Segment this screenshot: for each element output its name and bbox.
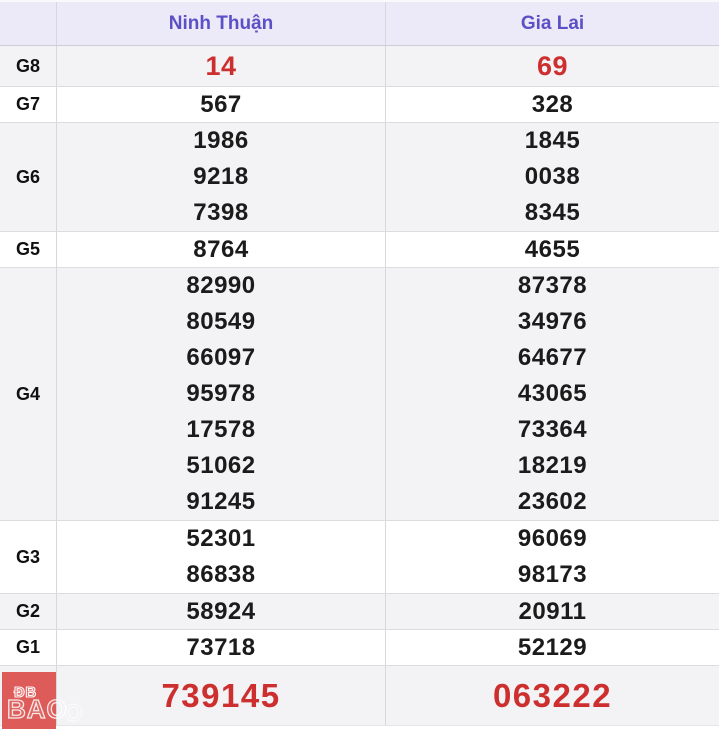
prize-number: 51062 [186,452,256,479]
prize-row-g6: G6 1986 9218 7398 1845 0038 8345 [0,123,719,232]
prize-cell-ninh-thuan: 52301 86838 [57,521,385,593]
prize-label [0,666,57,725]
prize-number: 87378 [517,272,588,299]
prize-cell-gia-lai: 96069 98173 [385,521,719,593]
prize-label: G1 [0,630,57,665]
prize-cell-ninh-thuan: 1986 9218 7398 [57,123,385,231]
prize-number: 58924 [186,597,256,625]
prize-number: 0038 [524,163,581,190]
prize-number: 69 [536,50,569,81]
prize-number: 64677 [517,344,588,371]
prize-label: G5 [0,232,57,267]
prize-cell-ninh-thuan: 8764 [57,232,385,267]
prize-cell-ninh-thuan: 82990 80549 66097 95978 17578 51062 91245 [57,268,385,520]
prize-cell-gia-lai: 063222 [385,666,719,725]
prize-number: 4655 [524,235,581,263]
prize-number: 1986 [193,127,249,154]
prize-label: G7 [0,87,57,122]
prize-number: 52301 [186,525,256,552]
prize-number: 8345 [524,199,581,226]
prize-number: 98173 [517,561,588,588]
prize-number: 80549 [186,308,256,335]
prize-number: 7398 [193,199,249,226]
prize-number: 66097 [186,344,256,371]
prize-number: 328 [531,90,574,118]
watermark-logo: ĐB BAO O [2,672,83,729]
prize-cell-ninh-thuan: 14 [57,46,385,86]
prize-cell-gia-lai: 20911 [385,594,719,629]
prize-number: 73718 [186,633,256,661]
prize-number: 23602 [517,488,588,515]
prize-label: G3 [0,521,57,593]
prize-row-g2: G2 58924 20911 [0,594,719,630]
prize-cell-ninh-thuan: 73718 [57,630,385,665]
prize-number: 567 [200,90,242,118]
prize-number: 8764 [193,235,249,263]
prize-number: 82990 [186,272,256,299]
prize-cell-ninh-thuan: 739145 [57,666,385,725]
prize-number: 063222 [492,676,613,714]
prize-number: 34976 [517,308,588,335]
prize-number: 73364 [517,416,588,443]
prize-cell-gia-lai: 4655 [385,232,719,267]
prize-row-db: 739145 063222 [0,666,719,726]
prize-cell-gia-lai: 328 [385,87,719,122]
prize-number: 9218 [193,163,249,190]
watermark-text-line2: BAO [6,693,68,724]
prize-label: G6 [0,123,57,231]
prize-number: 86838 [186,561,256,588]
prize-label: G2 [0,594,57,629]
prize-number: 739145 [161,676,281,714]
header-province-ninh-thuan: Ninh Thuận [168,12,274,34]
prize-row-g8: G8 14 69 [0,46,719,87]
prize-row-g5: G5 8764 4655 [0,232,719,268]
prize-cell-ninh-thuan: 567 [57,87,385,122]
prize-number: 1845 [524,127,581,154]
prize-number: 43065 [517,380,588,407]
prize-cell-gia-lai: 52129 [385,630,719,665]
prize-label: G8 [0,46,57,86]
prize-number: 17578 [186,416,256,443]
prize-cell-gia-lai: 1845 0038 8345 [385,123,719,231]
prize-label: G4 [0,268,57,520]
prize-number: 96069 [517,525,588,552]
prize-cell-gia-lai: 69 [385,46,719,86]
header-prize-column [0,2,57,45]
prize-rows-container: G8 14 69 G7 567 328 G6 1986 9218 7398 1845 0038 8345… [0,46,719,726]
prize-row-g3: G3 52301 86838 96069 98173 [0,521,719,594]
watermark-text-line1: ĐB [13,683,37,701]
prize-number: 18219 [517,452,588,479]
prize-row-g7: G7 567 328 [0,87,719,123]
prize-number: 14 [205,50,237,81]
prize-cell-ninh-thuan: 58924 [57,594,385,629]
prize-number: 91245 [186,488,256,515]
prize-row-g4: G4 82990 80549 66097 95978 17578 51062 91245 873… [0,268,719,521]
watermark-text-ghost: O [64,700,85,728]
header-province-gia-lai: Gia Lai [385,2,719,45]
prize-number: 20911 [518,597,587,625]
prize-cell-gia-lai: 87378 34976 64677 43065 73364 18219 23602 [385,268,719,520]
prize-row-g1: G1 73718 52129 [0,630,719,666]
prize-number: 95978 [186,380,256,407]
prize-number: 52129 [517,633,588,661]
table-header-row: Ninh Thuận Gia Lai [0,2,719,46]
